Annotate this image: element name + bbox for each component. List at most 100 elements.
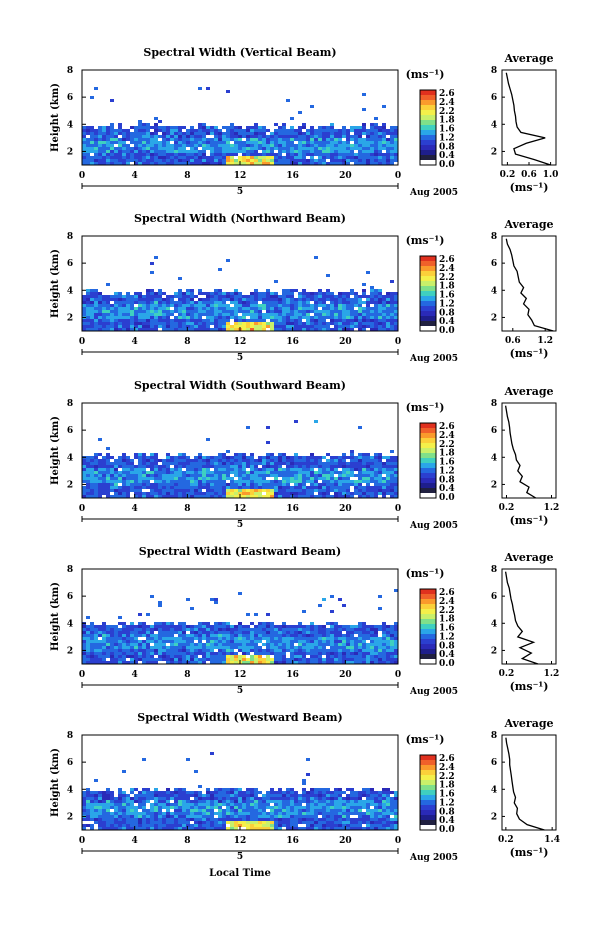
heatmap-cell <box>366 465 370 468</box>
heatmap-cell <box>182 646 186 649</box>
heatmap-cell <box>306 631 310 634</box>
heatmap-cell <box>214 144 218 147</box>
heatmap-cell <box>110 123 114 126</box>
heatmap-cell <box>122 156 126 159</box>
heatmap-cell <box>82 153 86 156</box>
heatmap-cell <box>154 812 158 815</box>
heatmap-cell <box>106 788 110 791</box>
heatmap-cell <box>102 319 106 322</box>
heatmap-cell <box>170 818 174 821</box>
heatmap-cell <box>350 492 354 495</box>
heatmap-cell <box>150 640 154 643</box>
heatmap-cell <box>218 788 222 791</box>
heatmap-cell <box>374 477 378 480</box>
heatmap-cell <box>250 471 254 474</box>
heatmap-cell <box>170 640 174 643</box>
heatmap-cell <box>134 483 138 486</box>
heatmap-cell <box>310 328 314 331</box>
heatmap-cell <box>286 307 290 310</box>
heatmap-cell <box>242 310 246 313</box>
heatmap-cell <box>186 661 190 664</box>
heatmap-cell <box>150 262 154 265</box>
colorbar-swatch <box>420 443 436 449</box>
heatmap-cell <box>150 486 154 489</box>
heatmap-cell <box>274 162 278 165</box>
heatmap-cell <box>394 492 398 495</box>
heatmap-cell <box>194 821 198 824</box>
heatmap-cell <box>174 803 178 806</box>
heatmap-cell <box>290 129 294 132</box>
heatmap-cell <box>250 147 254 150</box>
heatmap-cell <box>358 637 362 640</box>
heatmap-cell <box>186 289 190 292</box>
heatmap-cell <box>98 322 102 325</box>
heatmap-cell <box>194 295 198 298</box>
heatmap-cell <box>102 316 106 319</box>
heatmap-cell <box>218 791 222 794</box>
heatmap-cell <box>386 156 390 159</box>
heatmap-cell <box>298 486 302 489</box>
heatmap-cell <box>374 471 378 474</box>
heatmap-cell <box>286 661 290 664</box>
heatmap-cell <box>322 141 326 144</box>
heatmap-cell <box>186 655 190 658</box>
heatmap-cell <box>202 144 206 147</box>
heatmap-cell <box>134 159 138 162</box>
heatmap-cell <box>134 489 138 492</box>
heatmap-cell <box>114 322 118 325</box>
heatmap-cell <box>202 631 206 634</box>
heatmap-cell <box>222 797 226 800</box>
heatmap-cell <box>206 640 210 643</box>
heatmap-cell <box>122 129 126 132</box>
heatmap-cell <box>354 492 358 495</box>
heatmap-cell <box>358 129 362 132</box>
heatmap-cell <box>226 129 230 132</box>
heatmap-cell <box>250 486 254 489</box>
heatmap-cell <box>366 628 370 631</box>
heatmap-cell <box>86 147 90 150</box>
heatmap-cell <box>198 492 202 495</box>
heatmap-cell <box>330 622 334 625</box>
heatmap-cell <box>154 468 158 471</box>
heatmap-cell <box>322 492 326 495</box>
heatmap-cell <box>362 156 366 159</box>
heatmap-cell <box>146 827 150 830</box>
heatmap-cell <box>210 495 214 498</box>
heatmap-cell <box>262 474 266 477</box>
heatmap-cell <box>150 625 154 628</box>
heatmap-cell <box>302 322 306 325</box>
heatmap-cell <box>102 649 106 652</box>
heatmap-cell <box>162 313 166 316</box>
heatmap-cell <box>362 661 366 664</box>
heatmap-cell <box>106 283 110 286</box>
heatmap-cell <box>362 640 366 643</box>
heatmap-cell <box>242 129 246 132</box>
heatmap-cell <box>142 132 146 135</box>
heatmap-cell <box>206 634 210 637</box>
heatmap-cell <box>106 304 110 307</box>
heatmap-cell <box>230 150 234 153</box>
heatmap-cell <box>346 156 350 159</box>
heatmap-cell <box>182 153 186 156</box>
heatmap-cell <box>270 483 274 486</box>
heatmap-cell <box>110 794 114 797</box>
heatmap-cell <box>134 477 138 480</box>
heatmap-cell <box>90 132 94 135</box>
heatmap-cell <box>82 468 86 471</box>
heatmap-cell <box>94 319 98 322</box>
heatmap-cell <box>358 138 362 141</box>
heatmap-cell <box>378 304 382 307</box>
heatmap-cell <box>322 310 326 313</box>
heatmap-cell <box>98 162 102 165</box>
heatmap-cell <box>270 480 274 483</box>
heatmap-cell <box>130 468 134 471</box>
heatmap-cell <box>374 492 378 495</box>
heatmap-cell <box>190 153 194 156</box>
heatmap-cell <box>158 304 162 307</box>
heatmap-cell <box>334 328 338 331</box>
heatmap-cell <box>242 319 246 322</box>
heatmap-cell <box>334 625 338 628</box>
heatmap-cell <box>254 483 258 486</box>
heatmap-cell <box>146 797 150 800</box>
colorbar-swatch <box>420 301 436 307</box>
